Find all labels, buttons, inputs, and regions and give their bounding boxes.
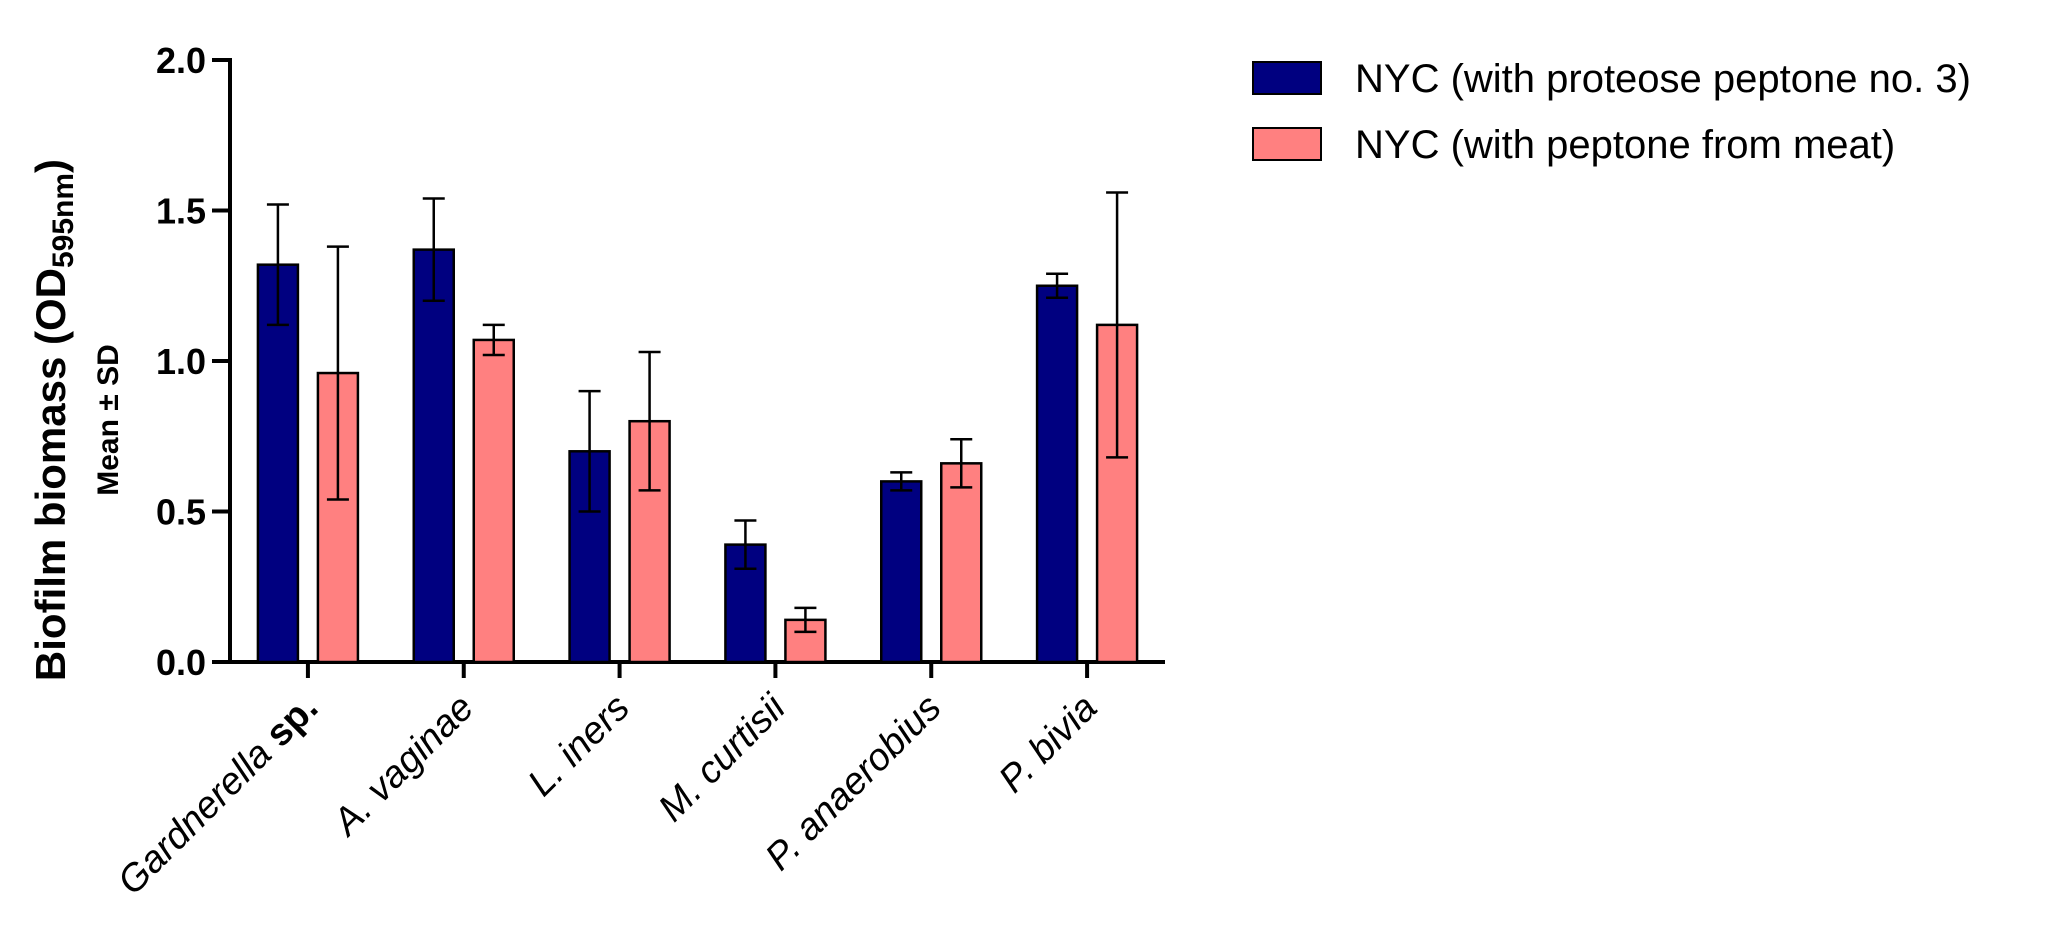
y-axis-title: Biofilm biomass (OD595nm) Mean ± SD [27, 159, 125, 681]
y-tick-label: 0.0 [156, 642, 206, 683]
y-axis-label-close: ) [27, 159, 74, 173]
bar [256, 263, 300, 664]
x-tick-label-italic: L. iners [520, 687, 638, 805]
y-tick-label: 0.5 [156, 492, 206, 533]
x-tick-label-italic: M. curtisii [651, 686, 795, 830]
bar [1035, 284, 1079, 664]
x-tick-label: P. bivia [991, 687, 1105, 801]
y-tick-label: 1.5 [156, 191, 206, 232]
y-axis-label: Biofilm biomass (OD595nm) [27, 159, 80, 681]
y-tick-label: 2.0 [156, 40, 206, 81]
plot-area: 0.0 0.5 1.0 1.5 2.0 Gardnerella sp. A. vaginae… [110, 40, 1165, 903]
bar [472, 338, 515, 664]
legend-label-series-2: NYC (with peptone from meat) [1355, 123, 1895, 167]
y-tick-label: 1.0 [156, 341, 206, 382]
x-tick-label: A. vaginae [324, 687, 482, 845]
x-tick-label-italic: Gardnerella [110, 733, 280, 903]
x-tick-label: M. curtisii [651, 686, 795, 830]
bar [412, 248, 455, 664]
x-tick-label: Gardnerella sp. [110, 687, 326, 903]
x-tick-label: L. iners [520, 687, 638, 805]
y-axis-sublabel: Mean ± SD [92, 344, 125, 496]
legend-swatch-series-1 [1252, 61, 1322, 95]
bar [940, 462, 983, 664]
bar [880, 480, 923, 664]
legend: NYC (with proteose peptone no. 3) NYC (w… [1252, 57, 1971, 167]
x-tick-label-italic: P. bivia [991, 687, 1105, 801]
legend-label-series-1: NYC (with proteose peptone no. 3) [1355, 57, 1971, 101]
legend-swatch-series-2 [1252, 127, 1322, 161]
x-tick-label-italic: A. vaginae [324, 687, 482, 845]
y-axis-label-subscript: 595nm [47, 173, 80, 268]
y-axis-label-main: Biofilm biomass (OD [27, 268, 74, 681]
